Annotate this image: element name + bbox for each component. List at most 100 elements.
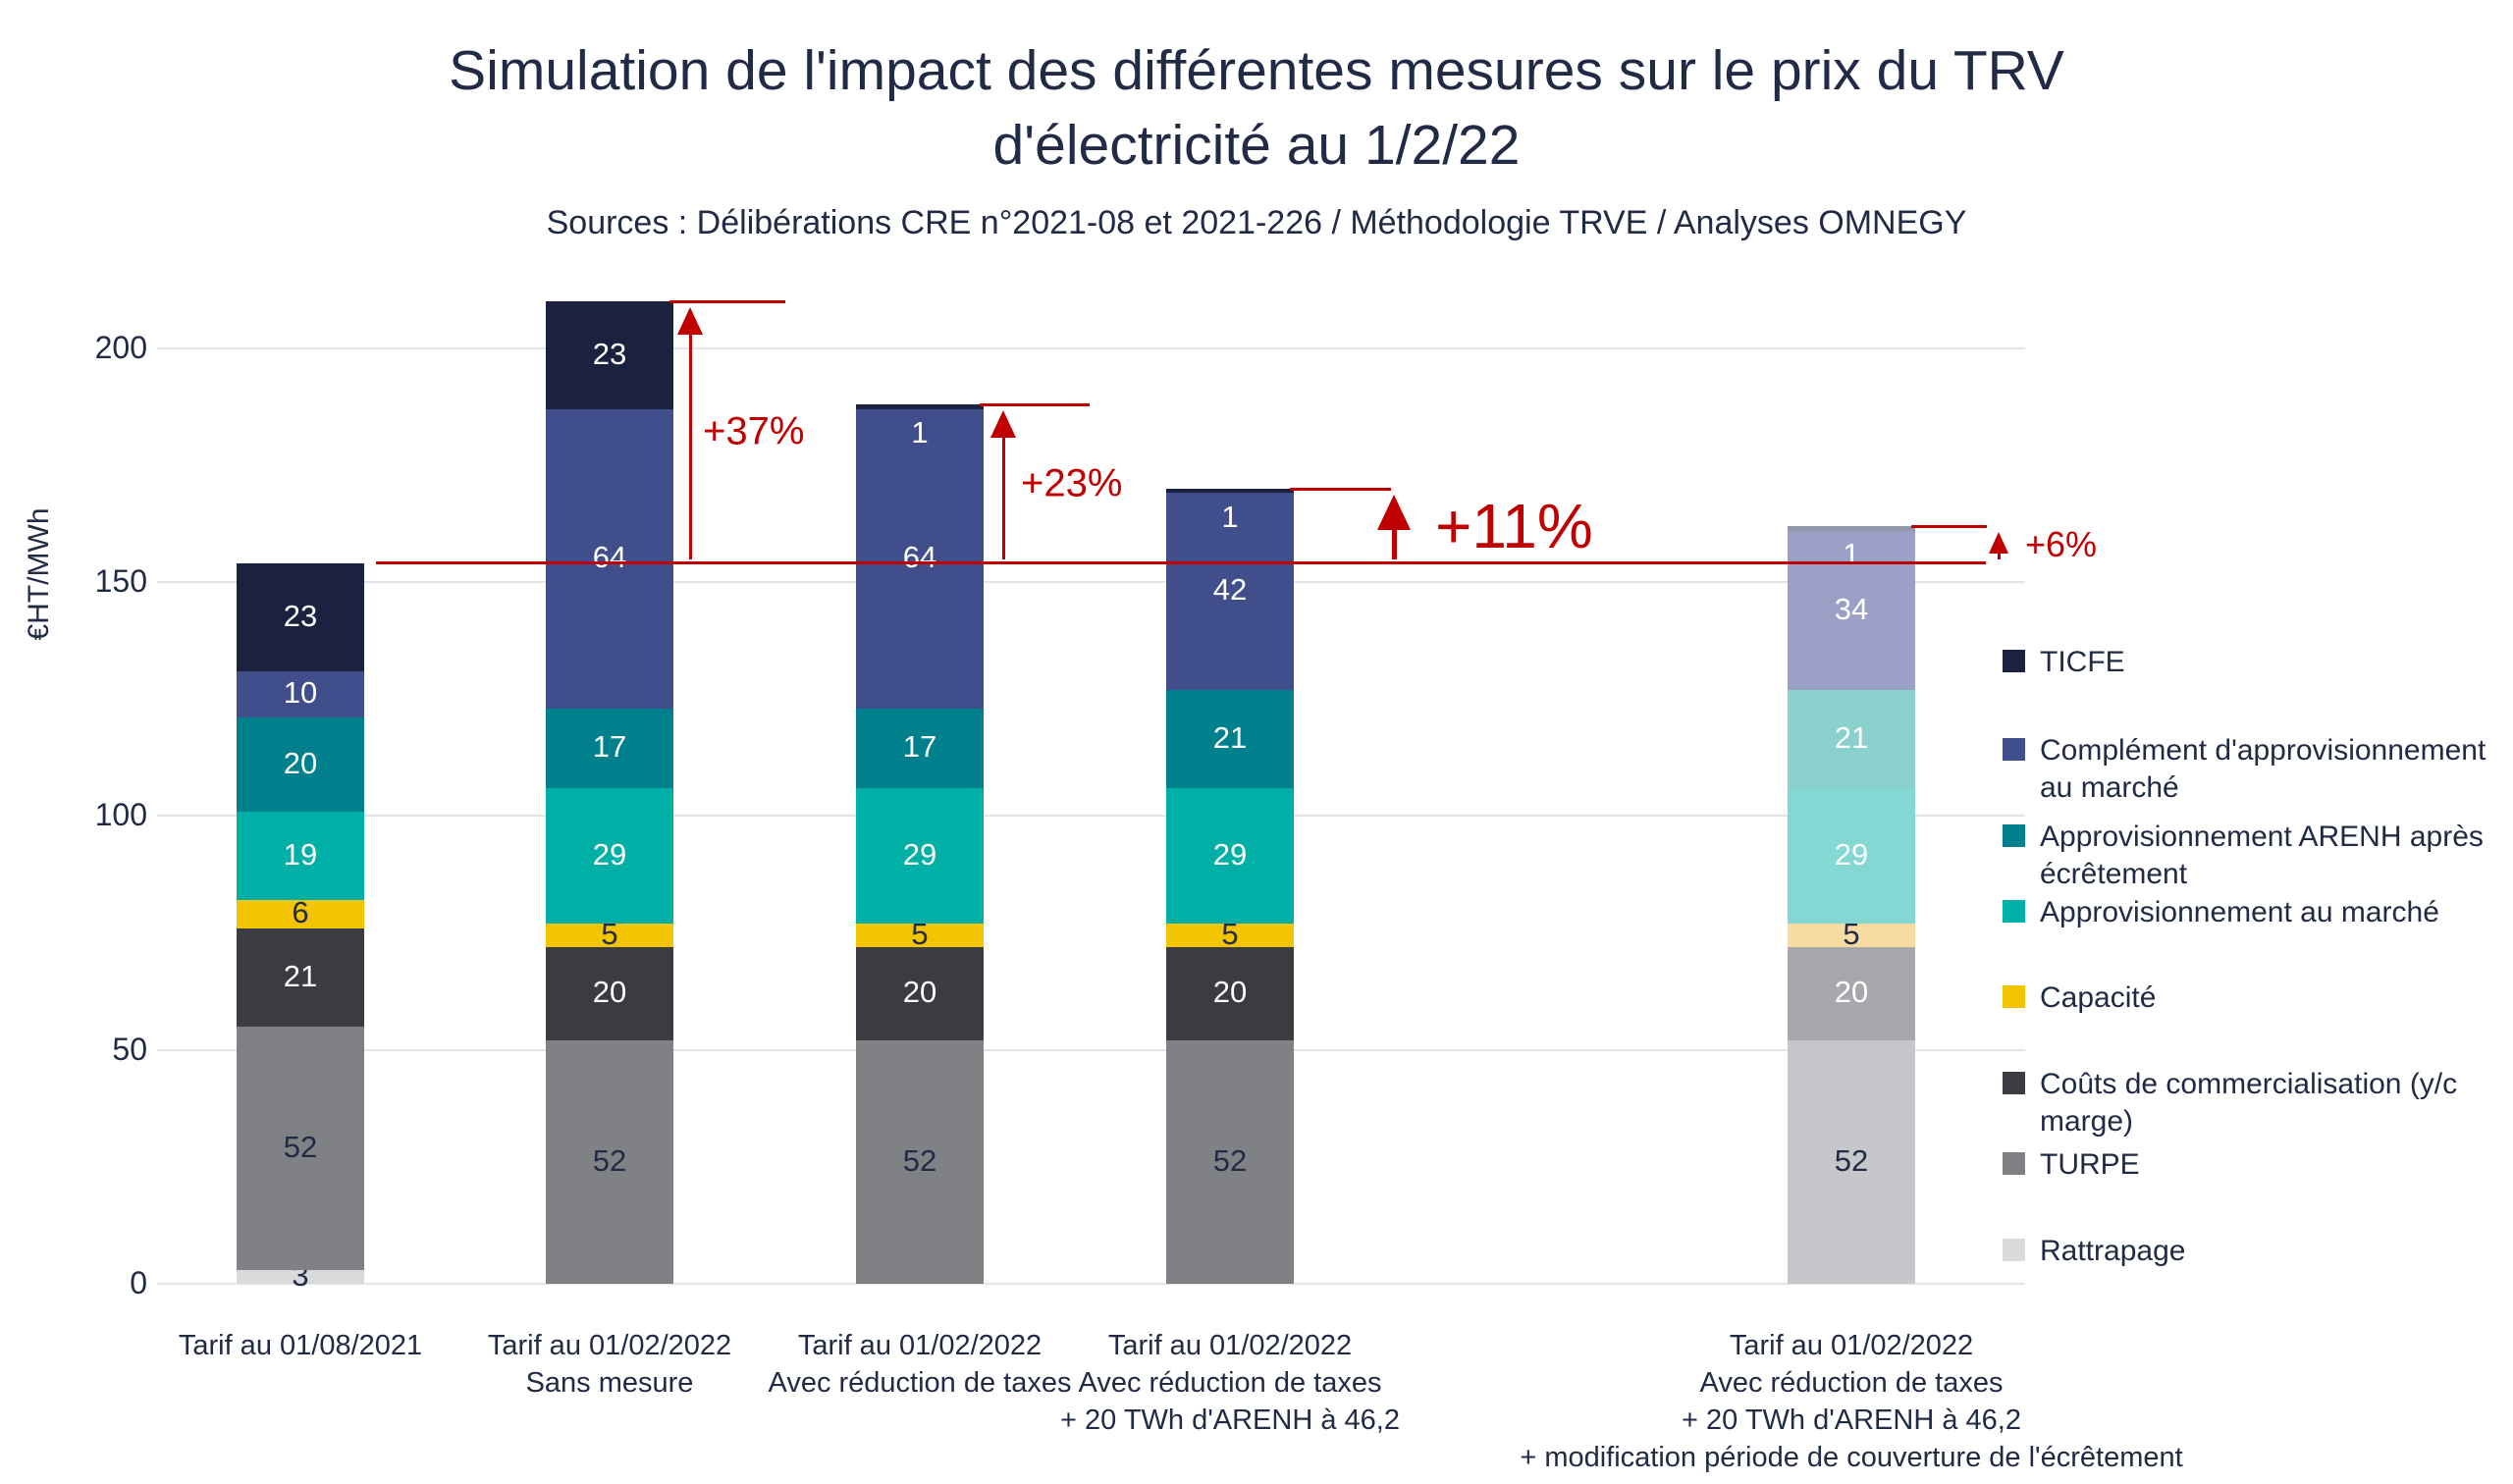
segment-value-label: 34: [1834, 591, 1869, 626]
segment-value-label: 52: [902, 1143, 937, 1179]
legend-label-line: au marché: [2040, 771, 2179, 804]
legend-label-line: écrêtement: [2040, 858, 2188, 890]
annotation-label: +23%: [1021, 461, 1123, 505]
annotation-arrow-shaft: [1997, 549, 2001, 559]
bar-segment: [237, 811, 364, 901]
segment-value-label: 10: [283, 675, 318, 711]
bar-segment: [546, 408, 673, 709]
bar-segment: [546, 946, 673, 1041]
annotation-arrow-head: [990, 409, 1016, 438]
segment-value-label: 19: [283, 836, 318, 872]
segment-value-label: 29: [1212, 836, 1248, 872]
legend-label: Rattrapage: [2040, 1233, 2185, 1270]
bar-segment: [546, 787, 673, 924]
gridline: [157, 346, 2025, 349]
segment-value-label: 20: [1212, 975, 1248, 1010]
segment-value-label: 64: [902, 540, 937, 575]
annotation-top-line: [1911, 524, 1987, 528]
legend-label: Complément d'approvisionnement au marché: [2040, 732, 2486, 807]
bar-segment: [237, 1026, 364, 1270]
bar-segment: [237, 1269, 364, 1284]
bar-segment: [1166, 689, 1294, 788]
bar-segment: [1166, 923, 1294, 947]
x-axis-label-line: + modification période de couverture de …: [1520, 1442, 2183, 1473]
bar-segment: [856, 403, 984, 409]
bar-segment: [1788, 1040, 1915, 1284]
annotation-arrow-head: [1377, 494, 1411, 530]
segment-value-label: 17: [592, 729, 627, 765]
segment-value-label: 21: [1834, 719, 1869, 755]
x-axis-label: Tarif au 01/02/2022 Avec réduction de tax…: [886, 1327, 1574, 1439]
segment-value-label: 29: [592, 836, 627, 872]
bar-segment: [546, 300, 673, 409]
legend-label: TURPE: [2040, 1146, 2140, 1184]
segment-value-label: 64: [592, 540, 627, 575]
x-axis-label-line: Avec réduction de taxes: [1078, 1367, 1382, 1399]
legend-swatch: [2003, 650, 2025, 672]
segment-value-label: 52: [1834, 1143, 1869, 1179]
x-axis-label-line: Sans mesure: [525, 1367, 694, 1399]
y-tick-label: 50: [112, 1031, 147, 1067]
bar-segment: [856, 923, 984, 947]
bar-segment: [237, 717, 364, 812]
chart-title: Simulation de l'impact des différentes m…: [0, 33, 2513, 183]
legend-swatch: [2003, 1239, 2025, 1261]
bar-segment: [237, 900, 364, 928]
segment-value-label: 20: [902, 975, 937, 1010]
segment-value-label: 23: [283, 598, 318, 633]
annotation-label: +37%: [703, 409, 805, 453]
segment-value-label: 52: [1212, 1143, 1248, 1179]
legend-label-line: TURPE: [2040, 1148, 2140, 1181]
annotation-arrow-shaft: [688, 330, 692, 559]
x-axis-label-line: + 20 TWh d'ARENH à 46,2: [1682, 1404, 2021, 1436]
annotation-arrow-shaft: [1391, 525, 1397, 559]
legend-label-line: marge): [2040, 1105, 2134, 1138]
bar-segment: [1166, 1040, 1294, 1284]
bar-segment: [856, 787, 984, 924]
x-axis-label: Tarif au 01/02/2022 Avec réduction de tax…: [1508, 1327, 2195, 1476]
segment-value-label: 29: [902, 836, 937, 872]
segment-value-label: 52: [283, 1129, 318, 1164]
segment-value-label: 20: [592, 975, 627, 1010]
segment-value-label: 20: [283, 745, 318, 780]
segment-value-label: 20: [1834, 975, 1869, 1010]
segment-value-label: 42: [1212, 572, 1248, 608]
legend-label: TICFE: [2040, 644, 2125, 681]
segment-value-label: 52: [592, 1143, 627, 1179]
bar-segment: [546, 1040, 673, 1284]
legend-swatch: [2003, 900, 2025, 923]
segment-value-label: 21: [1212, 719, 1248, 755]
segment-value-label: 5: [1843, 916, 1860, 951]
y-tick-label: 200: [94, 329, 147, 365]
segment-value-label: 1: [1221, 499, 1239, 534]
gridline: [157, 1048, 2025, 1051]
annotation-top-line: [669, 299, 785, 303]
legend-swatch: [2003, 824, 2025, 847]
chart-subtitle: Sources : Délibérations CRE n°2021-08 et…: [546, 204, 1967, 241]
annotation-label: +6%: [2025, 523, 2098, 564]
segment-value-label: 6: [292, 895, 309, 930]
bar-segment: [237, 562, 364, 671]
annotation-arrow-shaft: [1001, 433, 1005, 559]
legend-label: Capacité: [2040, 980, 2156, 1017]
x-axis-label: Tarif au 01/02/2022 Avec réduction de tax…: [576, 1327, 1263, 1402]
x-axis-label: Tarif au 01/02/2022 Sans mesure: [266, 1327, 953, 1402]
chart-title-line2: d'électricité au 1/2/22: [992, 114, 1521, 177]
y-tick-label: 100: [94, 797, 147, 833]
segment-value-label: 5: [601, 916, 618, 951]
legend-swatch: [2003, 1072, 2025, 1094]
x-axis-label-line: Tarif au 01/02/2022: [1107, 1330, 1353, 1361]
bar-segment: [856, 708, 984, 788]
x-axis-label-line: Tarif au 01/02/2022: [1729, 1330, 1974, 1361]
bar-segment: [237, 928, 364, 1027]
segment-value-label: 29: [1834, 836, 1869, 872]
bar-segment: [546, 708, 673, 788]
annotation-top-line: [980, 402, 1090, 406]
bar-segment: [1788, 946, 1915, 1041]
segment-value-label: 1: [911, 414, 929, 450]
x-axis-label-line: Tarif au 01/08/2021: [178, 1330, 423, 1361]
bar-segment: [856, 408, 984, 709]
legend-label-line: Approvisionnement ARENH après: [2040, 821, 2484, 853]
